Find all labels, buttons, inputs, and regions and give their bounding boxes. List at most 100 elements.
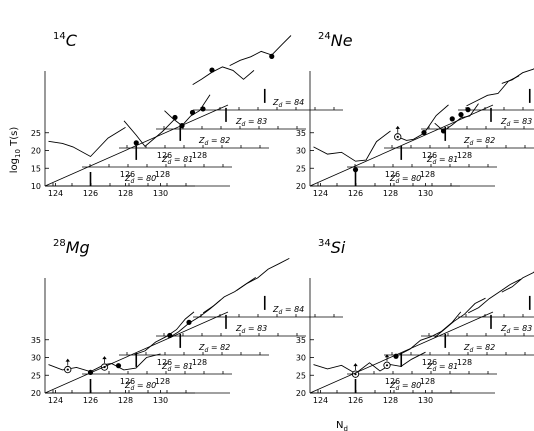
- plane-z84: Zd = 84: [193, 257, 343, 318]
- plane-label-eq: =: [282, 305, 294, 314]
- y-tick-label: 10: [31, 182, 41, 191]
- x-tick-label-shifted: 128: [420, 377, 435, 386]
- series-line: [434, 297, 486, 338]
- data-point: [458, 112, 464, 118]
- plane-label-sub: d: [395, 178, 399, 185]
- panel-label-symbol: Si: [331, 238, 346, 257]
- plane-label: Zd = 81: [161, 362, 193, 373]
- plane-label-eq: =: [473, 136, 485, 145]
- x-tick-label: 128: [118, 189, 133, 198]
- x-tick-label: 128: [383, 396, 398, 405]
- panel-label-mass: 34: [318, 238, 331, 249]
- panel-label: 14C: [53, 31, 78, 50]
- arrow-up-icon: [384, 354, 390, 358]
- plane-label: Zd = 80: [124, 174, 156, 185]
- plane-label-value: 82: [220, 136, 230, 145]
- y-tick-label: 15: [31, 164, 41, 173]
- plane-label-eq: =: [134, 381, 146, 390]
- plane-z81: Zd = 81: [82, 116, 232, 168]
- plane-label-value: 83: [522, 117, 532, 126]
- series-line: [313, 130, 391, 162]
- plane-label-sub: d: [241, 121, 245, 128]
- plane-label: Zd = 80: [389, 381, 421, 392]
- arrow-up-icon: [395, 125, 400, 129]
- panel-label-symbol: Mg: [66, 238, 90, 257]
- plane-label-value: 80: [146, 174, 156, 183]
- plane-label-value: 80: [411, 381, 421, 390]
- lower-limit-dot: [385, 364, 389, 367]
- plane-label-z: Z: [124, 381, 131, 390]
- plane-z83: Zd = 83: [421, 278, 534, 337]
- x-tick-label-shifted: 126: [385, 377, 400, 386]
- plane-label-eq: =: [399, 381, 411, 390]
- plane-label: Zd = 80: [124, 381, 156, 392]
- plane-z82: Zd = 82: [119, 299, 269, 356]
- y-tick-label: 30: [31, 354, 41, 363]
- panel-label: 28Mg: [53, 238, 90, 257]
- x-tick-label: 124: [48, 396, 63, 405]
- plane-label-z: Z: [463, 136, 470, 145]
- y-tick-label: 20: [31, 389, 41, 398]
- x-tick-label: 130: [418, 189, 433, 198]
- panel-label-mass: 14: [53, 31, 66, 42]
- plane-label-value: 82: [220, 343, 230, 352]
- x-tick-label-shifted: 128: [457, 358, 472, 367]
- panel-label-symbol: Ne: [331, 31, 353, 50]
- plane-label-eq: =: [436, 155, 448, 164]
- plane-label-z: Z: [198, 136, 205, 145]
- plane-label-z: Z: [272, 98, 279, 107]
- plane-label-sub: d: [167, 366, 171, 373]
- plane-label-z: Z: [426, 362, 433, 371]
- data-point: [440, 128, 447, 134]
- plane-label-z: Z: [272, 305, 279, 314]
- plane-label: Zd = 83: [500, 324, 532, 335]
- plane-label-eq: =: [208, 136, 220, 145]
- plane-z82: Zd = 82: [384, 103, 534, 149]
- y-axis-title-tail: T(s): [9, 127, 20, 149]
- arrow-up-icon: [353, 363, 358, 367]
- lower-limit-dot: [66, 368, 69, 371]
- plane-label-value: 83: [257, 324, 267, 333]
- plane-label-value: 82: [485, 343, 495, 352]
- plane-label: Zd = 84: [272, 98, 304, 109]
- series-line: [169, 299, 221, 338]
- plane-label: Zd = 81: [426, 362, 458, 373]
- plane-z84: Zd = 84: [193, 35, 343, 111]
- x-tick-label-shifted: 126: [157, 151, 172, 160]
- plane-label-value: 84: [294, 98, 304, 107]
- x-axis-title-sub: d: [344, 425, 348, 431]
- plane-label-value: 81: [183, 155, 193, 164]
- x-tick-label: 126: [83, 189, 98, 198]
- plane-z81: Zd = 81: [82, 311, 232, 375]
- plane-label-z: Z: [389, 174, 396, 183]
- plane-z81: Zd = 81: [347, 104, 497, 168]
- plane-label-sub: d: [395, 385, 399, 392]
- plane-label: Zd = 80: [389, 174, 421, 185]
- series-line: [399, 311, 462, 355]
- x-tick-label-shifted: 128: [155, 170, 170, 179]
- data-point: [421, 129, 427, 136]
- plane-label: Zd = 83: [235, 117, 267, 128]
- plane-label-value: 82: [485, 136, 495, 145]
- x-tick-label: 124: [313, 396, 328, 405]
- y-axis-title-sub: 10: [14, 149, 22, 158]
- plane-label-value: 81: [183, 362, 193, 371]
- plane-label-value: 81: [448, 155, 458, 164]
- data-point: [393, 353, 399, 359]
- plane-label: Zd = 81: [161, 155, 193, 166]
- series-line: [434, 103, 479, 132]
- data-point: [186, 319, 192, 325]
- series-line: [134, 311, 195, 355]
- plane-label-value: 83: [522, 324, 532, 333]
- y-tick-label: 30: [296, 354, 306, 363]
- plane-label-sub: d: [204, 140, 208, 147]
- data-point: [189, 109, 196, 116]
- x-tick-label-shifted: 128: [155, 377, 170, 386]
- plane-label-sub: d: [278, 102, 282, 109]
- plane-label-z: Z: [389, 381, 396, 390]
- plane-z82: Zd = 82: [119, 94, 269, 149]
